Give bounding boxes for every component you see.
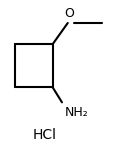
Text: NH₂: NH₂ — [65, 106, 89, 119]
Text: HCl: HCl — [33, 127, 57, 141]
Text: O: O — [65, 7, 74, 20]
